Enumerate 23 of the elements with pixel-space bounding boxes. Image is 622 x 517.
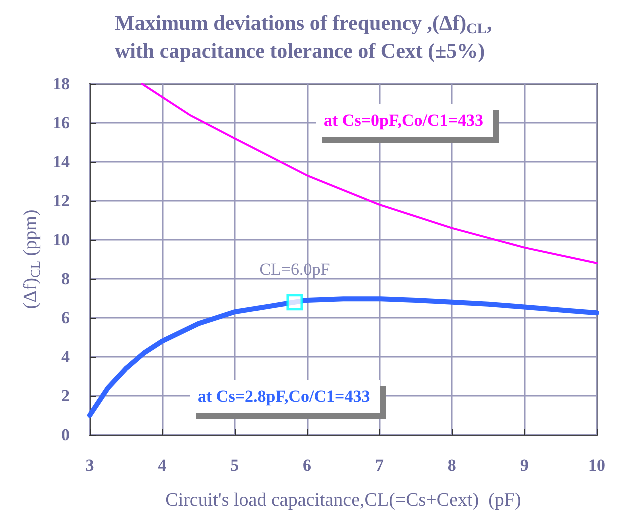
x-tick-label: 7	[375, 456, 384, 475]
x-tick-label: 6	[303, 456, 312, 475]
y-tick-label: 6	[62, 308, 70, 328]
y-axis-title: (Δf)CL (ppm)	[20, 210, 43, 310]
y-tick-label: 4	[62, 348, 70, 366]
x-tick-label: 10	[588, 456, 606, 475]
y-tick-label: 12	[53, 192, 70, 210]
x-axis-title: Circuit's load capacitance,CL(=Cs+Cext) (pF)	[166, 490, 522, 511]
x-tick-label: 9	[520, 456, 529, 475]
line-series	[141, 83, 598, 264]
x-tick-label: 3	[86, 456, 94, 475]
text: at Cs=2.8pF,Co/C1=433	[198, 387, 370, 406]
y-tick-label: 18	[53, 74, 70, 94]
y-tick-label: 0	[62, 426, 70, 444]
x-tick-label: 8	[448, 456, 456, 475]
x-tick-label: 5	[230, 456, 240, 475]
y-tick-label: 14	[53, 152, 70, 172]
text: at Cs=0pF,Co/C1=433	[324, 111, 484, 130]
y-tick-label: 16	[53, 114, 70, 132]
x-tick-label: 4	[158, 456, 168, 475]
y-tick-label: 8	[62, 270, 70, 288]
y-tick-label: 10	[53, 230, 70, 250]
y-tick-label: 2	[62, 386, 70, 406]
